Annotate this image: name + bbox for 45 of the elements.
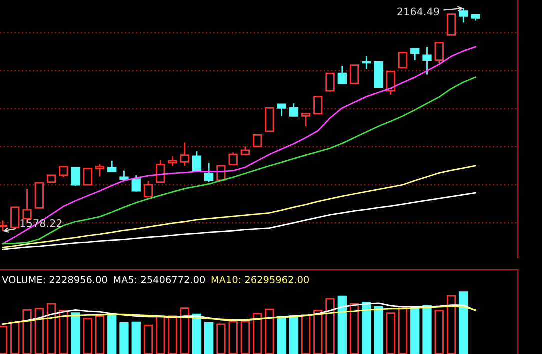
bar bbox=[350, 303, 360, 354]
bar bbox=[180, 308, 190, 354]
annotation: 2164.49 bbox=[398, 8, 440, 16]
bar bbox=[108, 314, 117, 354]
bar bbox=[240, 321, 250, 354]
bar bbox=[192, 314, 202, 354]
bar bbox=[434, 310, 444, 354]
bar bbox=[446, 295, 456, 354]
candlestick bbox=[422, 46, 432, 76]
text: MA5: 25406772.00 bbox=[114, 276, 206, 284]
bar bbox=[314, 310, 323, 354]
bar bbox=[216, 324, 226, 354]
bar bbox=[277, 316, 286, 354]
bar bbox=[301, 314, 311, 354]
bar bbox=[120, 322, 129, 354]
chart-title: VOLUME: 2228956.00 bbox=[2, 276, 108, 284]
bar bbox=[410, 307, 420, 354]
bar bbox=[265, 308, 274, 354]
bar bbox=[22, 310, 32, 354]
bar bbox=[422, 305, 432, 354]
bar bbox=[95, 316, 105, 354]
bar bbox=[168, 316, 178, 354]
bar bbox=[252, 313, 262, 354]
bar bbox=[34, 308, 44, 354]
bar bbox=[132, 322, 141, 354]
bar bbox=[59, 310, 68, 354]
candlestick bbox=[362, 56, 372, 70]
text: MA10: 26295962.00 bbox=[212, 276, 310, 284]
bar bbox=[289, 316, 298, 354]
bar bbox=[144, 324, 154, 354]
bar bbox=[71, 312, 80, 354]
bar bbox=[459, 292, 468, 354]
bar bbox=[83, 318, 92, 354]
bar bbox=[326, 298, 335, 354]
bar bbox=[398, 306, 408, 354]
bar bbox=[338, 296, 347, 354]
bar bbox=[204, 322, 214, 354]
bar bbox=[374, 306, 384, 354]
bar bbox=[156, 316, 166, 354]
bar bbox=[10, 322, 20, 354]
bar bbox=[228, 321, 238, 354]
bar bbox=[0, 326, 8, 354]
bar bbox=[46, 303, 56, 354]
bar bbox=[362, 302, 372, 354]
bar bbox=[386, 312, 396, 354]
